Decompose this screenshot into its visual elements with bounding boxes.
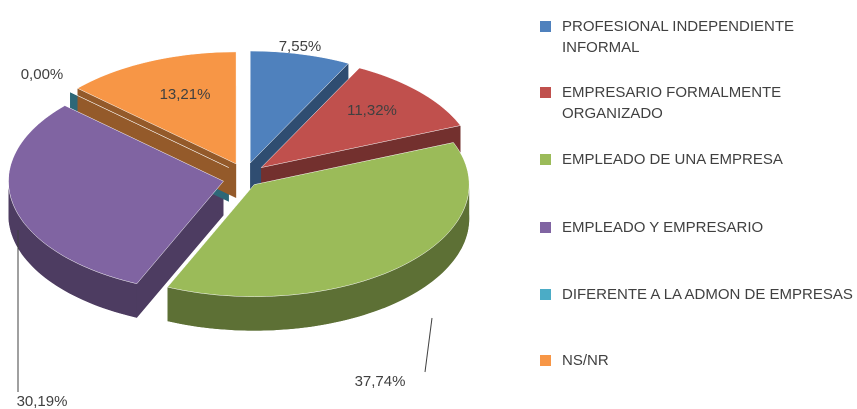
leader-line	[424, 317, 433, 373]
legend-item: PROFESIONAL INDEPENDIENTE INFORMAL	[540, 16, 857, 58]
legend-item: EMPLEADO Y EMPRESARIO	[540, 217, 857, 238]
slice	[8, 105, 224, 284]
data-label: 11,32%	[347, 102, 397, 119]
slice	[249, 50, 349, 164]
data-label: 13,21%	[160, 86, 211, 103]
slice	[167, 142, 470, 297]
legend-label: NS/NR	[562, 352, 609, 369]
legend-item: EMPLEADO DE UNA EMPRESA	[540, 149, 857, 170]
legend-swatch	[540, 289, 551, 300]
data-label: 7,55%	[279, 38, 322, 55]
legend-item: EMPRESARIO FORMALMENTE ORGANIZADO	[540, 82, 857, 124]
legend-label: EMPRESARIO FORMALMENTE ORGANIZADO	[562, 84, 782, 122]
slice	[260, 67, 461, 169]
legend-swatch	[540, 154, 551, 165]
slice-side	[136, 181, 224, 318]
data-label: 30,19%	[17, 393, 68, 409]
data-label: 0,00%	[21, 66, 64, 83]
legend-swatch	[540, 21, 551, 32]
legend-label: EMPLEADO Y EMPRESARIO	[562, 219, 764, 236]
legend-swatch	[540, 87, 551, 98]
legend-item: NS/NR	[540, 350, 857, 371]
legend-label: DIFERENTE A LA ADMON DE EMPRESAS	[562, 286, 853, 303]
legend-item: DIFERENTE A LA ADMON DE EMPRESAS	[540, 284, 857, 305]
slice-wall	[8, 181, 137, 318]
slice-wall	[167, 184, 470, 331]
legend-label: EMPLEADO DE UNA EMPRESA	[562, 151, 783, 168]
legend-label: PROFESIONAL INDEPENDIENTE INFORMAL	[562, 18, 794, 56]
pie-area: 7,55% 11,32% 37,74% 30,19% 0,00% 13,21%	[8, 38, 470, 409]
slice	[69, 91, 229, 168]
legend-swatch	[540, 355, 551, 366]
data-label: 37,74%	[355, 373, 406, 390]
legend-swatch	[540, 222, 551, 233]
slice	[76, 51, 237, 165]
